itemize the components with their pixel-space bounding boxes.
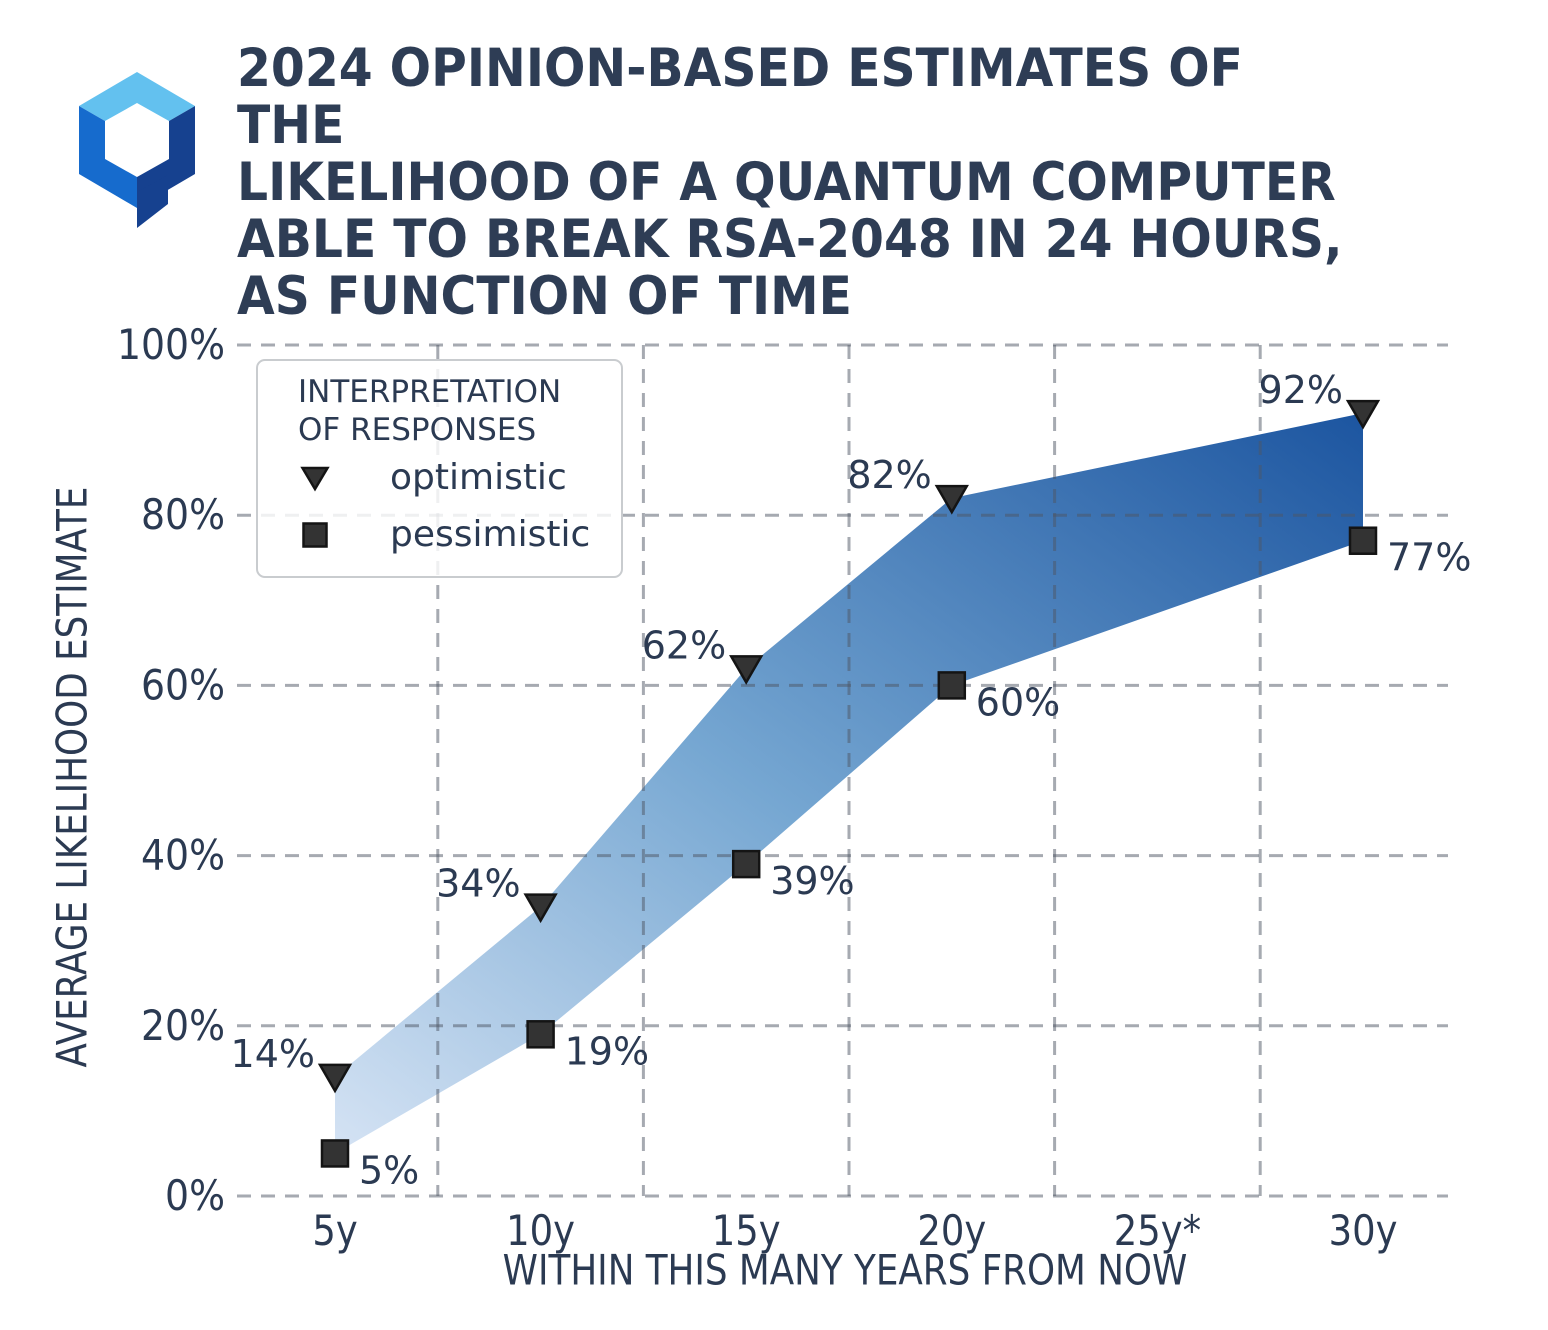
y-tick-label: 40% xyxy=(141,832,225,880)
y-axis-label: AVERAGE LIKELIHOOD ESTIMATE xyxy=(47,486,97,1068)
legend-item-optimistic: optimistic xyxy=(298,449,611,506)
x-tick-label: 15y xyxy=(712,1207,781,1256)
pessimistic-marker xyxy=(731,849,761,879)
optimistic-point-label: 82% xyxy=(847,453,931,497)
x-axis-label: WITHIN THIS MANY YEARS FROM NOW xyxy=(502,1245,1188,1295)
pessimistic-point-label: 77% xyxy=(1387,536,1471,580)
y-tick-label: 80% xyxy=(141,491,225,539)
pessimistic-marker xyxy=(1348,526,1378,555)
estimate-range-band xyxy=(335,413,1363,1154)
optimistic-marker xyxy=(523,893,558,924)
pessimistic-point-label: 39% xyxy=(770,859,854,903)
pessimistic-point-label: 60% xyxy=(976,680,1060,724)
x-tick-label: 25y* xyxy=(1114,1207,1201,1256)
optimistic-point-label: 92% xyxy=(1259,368,1343,412)
gridlines xyxy=(237,343,1448,1198)
pessimistic-marker xyxy=(320,1139,350,1168)
y-tick-label: 0% xyxy=(165,1172,225,1220)
x-tick-label: 5y xyxy=(312,1207,357,1256)
pessimistic-point-label: 19% xyxy=(565,1029,649,1073)
chart-title-text: 2024 OPINION-BASED ESTIMATES OF THE LIKE… xyxy=(237,38,1343,327)
optimistic-marker xyxy=(317,1063,353,1094)
pessimistic-marker xyxy=(937,671,967,700)
legend: INTERPRETATION OF RESPONSES optimistic p… xyxy=(256,359,623,578)
pessimistic-marker xyxy=(526,1020,555,1049)
x-tick-label: 10y xyxy=(506,1207,575,1256)
legend-item-pessimistic: pessimistic xyxy=(298,506,611,563)
triangle-down-marker-icon xyxy=(300,466,330,491)
y-tick-label: 20% xyxy=(141,1002,225,1050)
optimistic-marker xyxy=(934,484,969,515)
optimistic-point-label: 34% xyxy=(436,862,520,906)
legend-title: INTERPRETATION OF RESPONSES xyxy=(298,374,562,448)
optimistic-point-label: 62% xyxy=(642,623,726,667)
square-marker-icon xyxy=(302,521,328,548)
legend-label-optimistic: optimistic xyxy=(390,457,567,498)
y-tick-label: 60% xyxy=(141,662,225,710)
chart-title: 2024 OPINION-BASED ESTIMATES OF THE LIKE… xyxy=(237,40,1457,325)
y-tick-label: 100% xyxy=(117,321,225,369)
pessimistic-point-label: 5% xyxy=(359,1148,419,1192)
legend-label-pessimistic: pessimistic xyxy=(390,514,591,555)
optimistic-marker xyxy=(1345,399,1381,430)
optimistic-point-label: 14% xyxy=(231,1032,315,1076)
x-tick-label: 20y xyxy=(917,1207,986,1256)
optimistic-marker xyxy=(729,655,764,685)
x-tick-label: 30y xyxy=(1329,1207,1398,1256)
